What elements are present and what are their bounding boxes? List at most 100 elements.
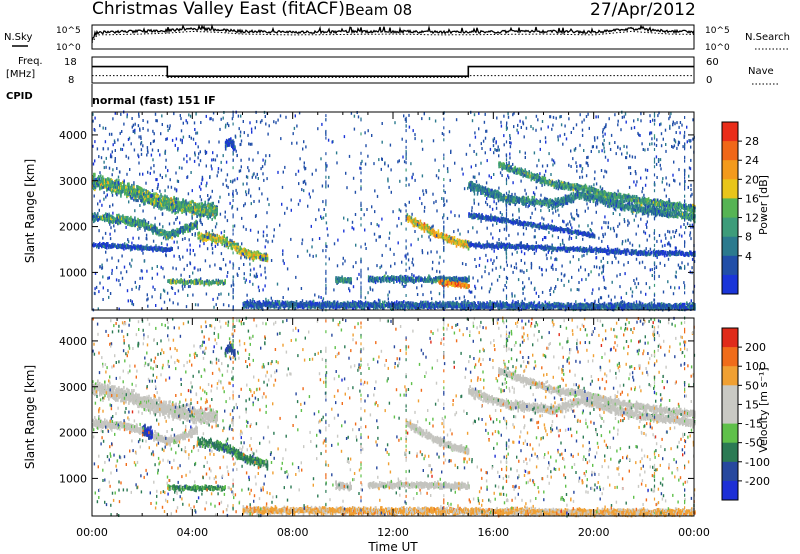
scatter-cell <box>180 201 182 205</box>
scatter-cell <box>265 256 268 260</box>
scatter-cell <box>545 203 548 207</box>
scatter-cell <box>116 193 118 197</box>
scatter-cell <box>213 211 215 215</box>
scatter-cell <box>120 182 122 185</box>
scatter-cell <box>495 195 497 199</box>
scatter-cell <box>224 281 226 285</box>
scatter-cell <box>180 205 182 209</box>
scatter-cell <box>382 277 384 281</box>
scatter-cell <box>483 186 485 190</box>
scatter-cell <box>110 217 112 221</box>
scatter-cell <box>341 278 343 282</box>
scatter-cell <box>347 278 349 282</box>
scatter-cell <box>118 191 120 195</box>
scatter-cell <box>198 205 200 208</box>
scatter-cell <box>116 213 118 217</box>
scatter-cell <box>171 210 173 214</box>
scatter-cell <box>138 219 140 223</box>
scatter-cell <box>463 242 466 246</box>
scatter-cell <box>174 198 176 202</box>
scatter-cell <box>211 201 213 205</box>
scatter-cell <box>104 245 106 249</box>
scatter-cell <box>117 244 119 248</box>
scatter-cell <box>112 215 114 219</box>
scatter-cell <box>512 200 514 204</box>
scatter-cell <box>494 189 496 193</box>
scatter-cell <box>190 280 192 284</box>
nave-label: Nave <box>748 66 774 77</box>
cpid-value: normal (fast) 151 IF <box>92 94 216 107</box>
scatter-cell <box>121 188 123 192</box>
scatter-cell <box>109 217 111 220</box>
scatter-cell <box>404 275 406 279</box>
scatter-cell <box>465 278 467 282</box>
scatter-cell <box>462 245 465 249</box>
scatter-cell <box>136 185 138 188</box>
scatter-cell <box>186 224 188 228</box>
scatter-cell <box>209 281 211 284</box>
scatter-cell <box>492 191 494 195</box>
scatter-cell <box>447 280 449 284</box>
scatter-cell <box>511 197 513 201</box>
scatter-cell <box>440 275 442 279</box>
scatter-cell <box>144 197 146 201</box>
scatter-cell <box>181 208 183 212</box>
scatter-cell <box>151 196 153 200</box>
scatter-cell <box>194 206 196 210</box>
nsky-tick-top: 10^5 <box>56 26 81 36</box>
scatter-cell <box>162 198 164 202</box>
scatter-cell <box>102 183 104 187</box>
scatter-cell <box>208 204 210 208</box>
scatter-cell <box>431 279 433 283</box>
scatter-cell <box>116 178 118 182</box>
scatter-cell <box>387 275 389 279</box>
scatter-cell <box>131 193 133 197</box>
scatter-cell <box>167 232 169 236</box>
scatter-cell <box>179 202 181 206</box>
scatter-cell <box>149 198 151 202</box>
scatter-cell <box>98 178 100 182</box>
scatter-cell <box>225 244 227 248</box>
scatter-cell <box>179 207 181 211</box>
scatter-cell <box>580 196 583 200</box>
scatter-cell <box>130 192 132 196</box>
scatter-cell <box>439 275 441 279</box>
scatter-cell <box>160 193 162 197</box>
scatter-cell <box>95 183 97 187</box>
scatter-cell <box>93 219 95 222</box>
scatter-cell <box>146 190 148 193</box>
scatter-cell <box>146 247 148 251</box>
scatter-cell <box>200 211 202 215</box>
scatter-cell <box>142 189 144 193</box>
scatter-cell <box>421 226 424 230</box>
scatter-cell <box>122 243 124 247</box>
scatter-cell <box>217 237 219 241</box>
scatter-cell <box>453 283 455 287</box>
scatter-cell <box>437 276 439 280</box>
scatter-cell <box>114 243 116 247</box>
scatter-cell <box>431 231 434 235</box>
scatter-cell <box>572 191 575 195</box>
scatter-cell <box>95 243 97 247</box>
scatter-cell <box>205 234 207 238</box>
scatter-cell <box>175 280 177 284</box>
scatter-cell <box>221 242 223 246</box>
scatter-cell <box>93 172 95 176</box>
scatter-cell <box>174 211 176 215</box>
scatter-cell <box>118 215 120 219</box>
scatter-cell <box>255 255 258 259</box>
scatter-cell <box>234 247 237 251</box>
scatter-cell <box>446 240 449 244</box>
scatter-cell <box>416 276 418 280</box>
scatter-cell <box>185 280 187 284</box>
scatter-cell <box>150 223 152 227</box>
scatter-cell <box>107 243 109 247</box>
scatter-cell <box>455 284 457 288</box>
scatter-cell <box>126 221 128 224</box>
scatter-cell <box>125 245 127 249</box>
scatter-cell <box>204 212 206 216</box>
scatter-cell <box>160 232 162 236</box>
scatter-cell <box>97 212 99 216</box>
